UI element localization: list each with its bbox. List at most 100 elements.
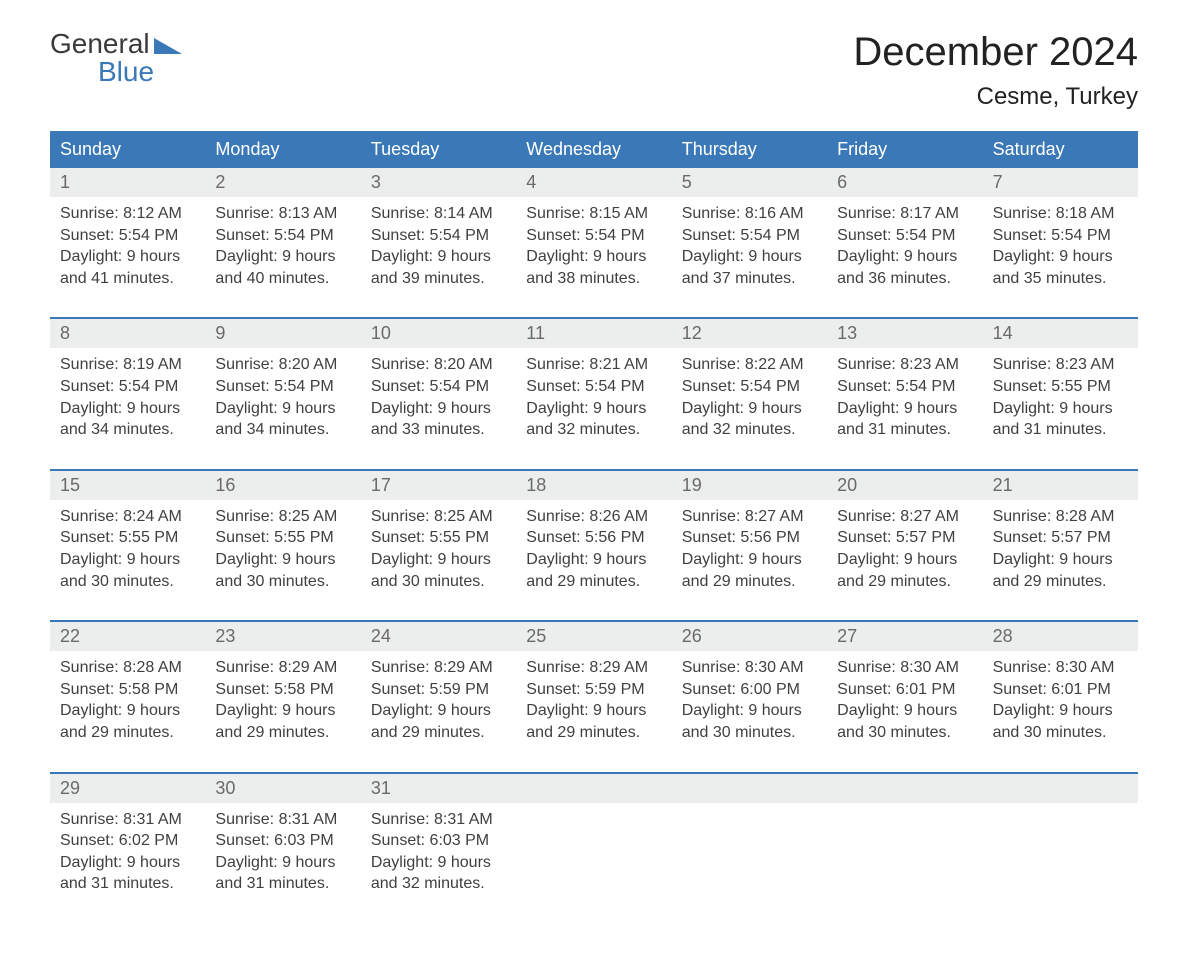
day-sunset: Sunset: 5:54 PM [60, 376, 195, 398]
day-sunset: Sunset: 6:01 PM [993, 679, 1128, 701]
day-number: 3 [361, 168, 516, 197]
day-number: 2 [205, 168, 360, 197]
day-cell: 23Sunrise: 8:29 AMSunset: 5:58 PMDayligh… [205, 622, 360, 753]
day-d1: Daylight: 9 hours [371, 246, 506, 268]
day-header-cell: Thursday [672, 131, 827, 168]
day-sunset: Sunset: 5:54 PM [215, 376, 350, 398]
day-d2: and 29 minutes. [371, 722, 506, 744]
day-sunrise: Sunrise: 8:31 AM [215, 809, 350, 831]
day-sunrise: Sunrise: 8:29 AM [526, 657, 661, 679]
day-d1: Daylight: 9 hours [682, 549, 817, 571]
day-d2: and 32 minutes. [526, 419, 661, 441]
day-sunrise: Sunrise: 8:27 AM [837, 506, 972, 528]
day-d2: and 29 minutes. [60, 722, 195, 744]
day-sunrise: Sunrise: 8:21 AM [526, 354, 661, 376]
day-sunrise: Sunrise: 8:30 AM [682, 657, 817, 679]
day-d2: and 30 minutes. [682, 722, 817, 744]
day-sunset: Sunset: 5:54 PM [371, 225, 506, 247]
day-cell: 8Sunrise: 8:19 AMSunset: 5:54 PMDaylight… [50, 319, 205, 450]
day-sunset: Sunset: 5:54 PM [682, 225, 817, 247]
day-sunrise: Sunrise: 8:13 AM [215, 203, 350, 225]
logo-word-2: Blue [50, 58, 182, 86]
day-d1: Daylight: 9 hours [993, 398, 1128, 420]
day-header-row: SundayMondayTuesdayWednesdayThursdayFrid… [50, 131, 1138, 168]
day-d1: Daylight: 9 hours [993, 246, 1128, 268]
day-cell: 31Sunrise: 8:31 AMSunset: 6:03 PMDayligh… [361, 774, 516, 905]
day-d2: and 36 minutes. [837, 268, 972, 290]
day-sunset: Sunset: 5:54 PM [682, 376, 817, 398]
day-d2: and 41 minutes. [60, 268, 195, 290]
day-cell: 22Sunrise: 8:28 AMSunset: 5:58 PMDayligh… [50, 622, 205, 753]
day-sunrise: Sunrise: 8:12 AM [60, 203, 195, 225]
day-sunrise: Sunrise: 8:27 AM [682, 506, 817, 528]
day-sunrise: Sunrise: 8:31 AM [60, 809, 195, 831]
day-header-cell: Saturday [983, 131, 1138, 168]
day-number: 30 [205, 774, 360, 803]
day-number-empty [672, 774, 827, 803]
day-sunrise: Sunrise: 8:19 AM [60, 354, 195, 376]
day-cell: 7Sunrise: 8:18 AMSunset: 5:54 PMDaylight… [983, 168, 1138, 299]
day-cell: 30Sunrise: 8:31 AMSunset: 6:03 PMDayligh… [205, 774, 360, 905]
day-sunrise: Sunrise: 8:18 AM [993, 203, 1128, 225]
day-d1: Daylight: 9 hours [837, 398, 972, 420]
day-number: 5 [672, 168, 827, 197]
day-number: 15 [50, 471, 205, 500]
day-d2: and 32 minutes. [371, 873, 506, 895]
day-d1: Daylight: 9 hours [837, 700, 972, 722]
day-cell: 13Sunrise: 8:23 AMSunset: 5:54 PMDayligh… [827, 319, 982, 450]
day-d1: Daylight: 9 hours [60, 398, 195, 420]
weeks-container: 1Sunrise: 8:12 AMSunset: 5:54 PMDaylight… [50, 168, 1138, 905]
day-sunrise: Sunrise: 8:29 AM [215, 657, 350, 679]
day-number: 31 [361, 774, 516, 803]
day-d1: Daylight: 9 hours [371, 700, 506, 722]
day-number: 28 [983, 622, 1138, 651]
day-d1: Daylight: 9 hours [526, 700, 661, 722]
day-number: 13 [827, 319, 982, 348]
day-d1: Daylight: 9 hours [215, 852, 350, 874]
day-sunset: Sunset: 5:58 PM [60, 679, 195, 701]
day-cell: 2Sunrise: 8:13 AMSunset: 5:54 PMDaylight… [205, 168, 360, 299]
day-cell: 20Sunrise: 8:27 AMSunset: 5:57 PMDayligh… [827, 471, 982, 602]
day-sunset: Sunset: 5:55 PM [60, 527, 195, 549]
day-sunrise: Sunrise: 8:20 AM [215, 354, 350, 376]
day-number: 27 [827, 622, 982, 651]
day-cell: 3Sunrise: 8:14 AMSunset: 5:54 PMDaylight… [361, 168, 516, 299]
day-number: 20 [827, 471, 982, 500]
day-d1: Daylight: 9 hours [215, 549, 350, 571]
day-d1: Daylight: 9 hours [215, 700, 350, 722]
week-row: 15Sunrise: 8:24 AMSunset: 5:55 PMDayligh… [50, 469, 1138, 602]
day-d2: and 40 minutes. [215, 268, 350, 290]
day-d2: and 34 minutes. [60, 419, 195, 441]
day-sunset: Sunset: 5:58 PM [215, 679, 350, 701]
day-number: 12 [672, 319, 827, 348]
day-sunrise: Sunrise: 8:28 AM [60, 657, 195, 679]
day-d1: Daylight: 9 hours [837, 246, 972, 268]
day-d1: Daylight: 9 hours [682, 398, 817, 420]
day-cell: 24Sunrise: 8:29 AMSunset: 5:59 PMDayligh… [361, 622, 516, 753]
day-sunset: Sunset: 5:55 PM [371, 527, 506, 549]
day-number: 11 [516, 319, 671, 348]
day-number-empty [516, 774, 671, 803]
day-cell: 15Sunrise: 8:24 AMSunset: 5:55 PMDayligh… [50, 471, 205, 602]
day-sunrise: Sunrise: 8:24 AM [60, 506, 195, 528]
day-number: 25 [516, 622, 671, 651]
day-d2: and 29 minutes. [837, 571, 972, 593]
day-sunset: Sunset: 5:54 PM [526, 376, 661, 398]
day-cell: 18Sunrise: 8:26 AMSunset: 5:56 PMDayligh… [516, 471, 671, 602]
day-number: 21 [983, 471, 1138, 500]
day-cell: 9Sunrise: 8:20 AMSunset: 5:54 PMDaylight… [205, 319, 360, 450]
day-sunset: Sunset: 5:54 PM [837, 376, 972, 398]
day-cell: 14Sunrise: 8:23 AMSunset: 5:55 PMDayligh… [983, 319, 1138, 450]
logo-top: General [50, 30, 182, 58]
day-cell: 11Sunrise: 8:21 AMSunset: 5:54 PMDayligh… [516, 319, 671, 450]
day-sunset: Sunset: 5:59 PM [371, 679, 506, 701]
month-title: December 2024 [853, 30, 1138, 75]
day-sunset: Sunset: 6:01 PM [837, 679, 972, 701]
day-d2: and 29 minutes. [526, 722, 661, 744]
day-cell: 19Sunrise: 8:27 AMSunset: 5:56 PMDayligh… [672, 471, 827, 602]
day-cell: 17Sunrise: 8:25 AMSunset: 5:55 PMDayligh… [361, 471, 516, 602]
logo-word-1: General [50, 30, 150, 58]
day-sunrise: Sunrise: 8:25 AM [215, 506, 350, 528]
day-sunrise: Sunrise: 8:23 AM [993, 354, 1128, 376]
day-number: 10 [361, 319, 516, 348]
